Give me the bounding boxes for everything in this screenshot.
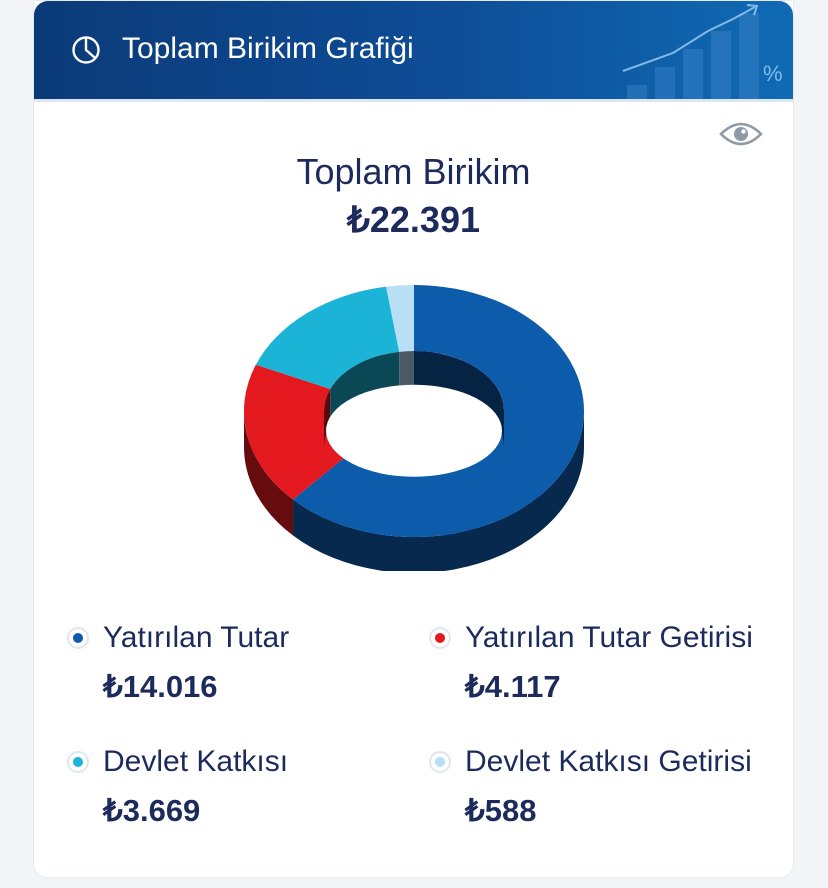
legend-label: Devlet Katkısı Getirisi <box>465 745 752 778</box>
legend-dot <box>67 627 89 649</box>
legend-value: ₺588 <box>465 793 537 828</box>
slice-1 <box>244 364 350 500</box>
pie-chart-icon <box>72 36 100 64</box>
legend-dot <box>67 751 89 773</box>
card-header: Toplam Birikim Grafiği % <box>34 1 793 99</box>
header-divider <box>34 99 793 102</box>
legend-value: ₺14.016 <box>103 669 218 704</box>
legend-label: Yatırılan Tutar Getirisi <box>465 621 753 654</box>
legend-label: Yatırılan Tutar <box>103 621 290 654</box>
svg-text:%: % <box>763 61 783 86</box>
slice-side-1 <box>244 411 294 536</box>
donut-chart <box>244 285 584 571</box>
savings-chart-card: Toplam Birikim Grafiği % Toplam Birikim … <box>33 0 794 878</box>
legend-dot <box>429 627 451 649</box>
legend-value: ₺4.117 <box>465 669 561 704</box>
slice-3 <box>386 285 414 352</box>
slice-0 <box>293 285 584 537</box>
eye-icon[interactable] <box>719 119 763 149</box>
legend-value: ₺3.669 <box>103 793 201 828</box>
slice-inner-2-1 <box>330 351 400 425</box>
donut-hole <box>326 384 502 477</box>
slice-inner-1-1 <box>324 388 331 447</box>
total-savings-label: Toplam Birikim <box>296 151 531 192</box>
slice-inner-3-1 <box>399 351 414 388</box>
slice-2 <box>255 286 400 389</box>
slice-side-0 <box>293 411 584 571</box>
growth-bars-decoration: % <box>622 4 783 99</box>
legend-label: Devlet Katkısı <box>103 745 289 778</box>
total-savings-value: ₺22.391 <box>346 199 480 240</box>
card-title: Toplam Birikim Grafiği <box>122 32 414 65</box>
slice-inner-0-0 <box>414 351 504 447</box>
legend-dot <box>429 751 451 773</box>
